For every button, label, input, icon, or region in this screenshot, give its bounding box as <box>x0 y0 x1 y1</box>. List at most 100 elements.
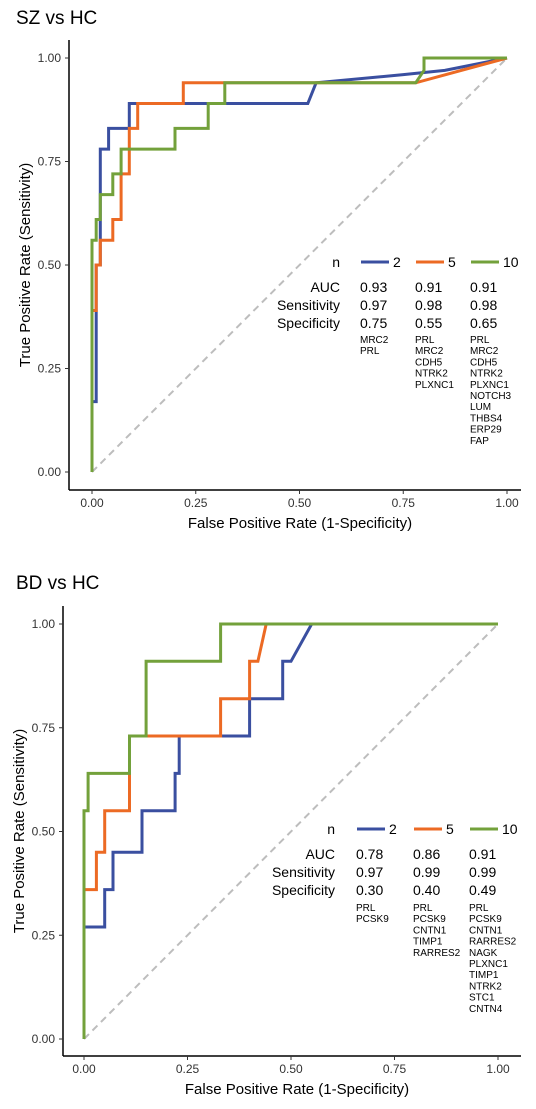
legend-row-label: Sensitivity <box>272 864 335 880</box>
legend-auc-value: 0.93 <box>360 279 387 295</box>
legend-specificity-value: 0.75 <box>360 315 387 331</box>
x-tick-label: 0.75 <box>392 496 416 510</box>
legend: n AUC Sensitivity Specificity 2 0.93 0.97 0.75 M… <box>277 254 519 447</box>
y-tick-label: 1.00 <box>32 617 56 631</box>
legend-gene-label: CDH5 <box>415 357 443 368</box>
legend-gene-label: PRL <box>360 346 380 357</box>
legend-gene-label: MRC2 <box>415 346 444 357</box>
legend-sensitivity-value: 0.99 <box>469 864 496 880</box>
legend-row-label: Sensitivity <box>277 297 340 313</box>
legend-row-label: Specificity <box>272 882 335 898</box>
roc-curve-n10 <box>82 622 498 1039</box>
roc-curve-n5 <box>92 56 508 312</box>
legend-gene-label: PRL <box>415 335 435 346</box>
legend-sensitivity-value: 0.97 <box>356 864 383 880</box>
y-axis-label: True Positive Rate (Sensitivity) <box>11 729 28 934</box>
roc-chart-1: BD vs HC 0.00 0.25 0.50 0.75 1.00 0.00 0.25 0.50… <box>11 573 521 1098</box>
legend-gene-label: MRC2 <box>360 335 389 346</box>
legend-gene-label: RARRES2 <box>413 948 461 959</box>
legend-auc-value: 0.91 <box>415 279 442 295</box>
legend-specificity-value: 0.30 <box>356 882 383 898</box>
y-tick-label: 0.00 <box>38 465 62 479</box>
legend-auc-value: 0.78 <box>356 846 383 862</box>
legend-gene-label: PLXNC1 <box>470 380 509 391</box>
chart-title: BD vs HC <box>16 573 99 594</box>
y-tick-label: 0.75 <box>38 155 62 169</box>
x-tick-label: 0.00 <box>72 1062 96 1076</box>
x-tick-label: 0.25 <box>184 496 208 510</box>
legend-gene-label: PRL <box>470 335 490 346</box>
legend-gene-label: PLXNC1 <box>415 380 454 391</box>
roc-curve-n10 <box>90 56 507 472</box>
legend-specificity-value: 0.65 <box>470 315 497 331</box>
legend-gene-label: ERP29 <box>470 425 502 436</box>
legend-gene-label: PRL <box>413 903 433 914</box>
x-tick-label: 0.75 <box>383 1062 407 1076</box>
legend-gene-label: PCSK9 <box>469 914 502 925</box>
chart-title: SZ vs HC <box>16 8 97 29</box>
x-axis-label: False Positive Rate (1-Specificity) <box>185 1081 409 1098</box>
legend-gene-label: THBS4 <box>470 413 503 424</box>
diagonal-reference-line <box>83 623 499 1040</box>
legend-sensitivity-value: 0.98 <box>415 297 442 313</box>
legend-gene-label: PCSK9 <box>413 914 446 925</box>
legend-gene-label: NTRK2 <box>415 369 448 380</box>
roc-chart-0: SZ vs HC 0.00 0.25 0.50 0.75 1.00 0.00 0.25 0.50… <box>16 8 521 532</box>
legend-sensitivity-value: 0.99 <box>413 864 440 880</box>
y-tick-label: 1.00 <box>38 51 62 65</box>
legend-specificity-value: 0.49 <box>469 882 496 898</box>
legend-row-label: AUC <box>310 279 340 295</box>
legend-row-label: AUC <box>305 846 335 862</box>
legend-gene-label: NTRK2 <box>469 981 502 992</box>
legend-gene-label: CNTN1 <box>413 925 447 936</box>
legend-series-name: 2 <box>393 254 401 270</box>
legend-auc-value: 0.91 <box>469 846 496 862</box>
legend-series-name: 5 <box>446 821 454 837</box>
legend-specificity-value: 0.40 <box>413 882 440 898</box>
legend-series-name: 10 <box>503 254 519 270</box>
legend-gene-label: PCSK9 <box>356 914 389 925</box>
x-axis-label: False Positive Rate (1-Specificity) <box>188 515 412 532</box>
y-tick-label: 0.25 <box>32 928 56 942</box>
y-axis-label: True Positive Rate (Sensitivity) <box>17 163 34 368</box>
legend-sensitivity-value: 0.98 <box>470 297 497 313</box>
legend-header: n <box>332 254 340 270</box>
legend-auc-value: 0.86 <box>413 846 440 862</box>
diagonal-reference-line <box>91 57 508 473</box>
legend-gene-label: NTRK2 <box>470 369 503 380</box>
legend: n AUC Sensitivity Specificity 2 0.78 0.97 0.30 P… <box>272 821 518 1015</box>
roc-curve-n2 <box>84 622 498 929</box>
legend-gene-label: CDH5 <box>470 357 498 368</box>
legend-sensitivity-value: 0.97 <box>360 297 387 313</box>
legend-header: n <box>327 821 335 837</box>
y-tick-label: 0.50 <box>32 825 56 839</box>
legend-gene-label: TIMP1 <box>469 970 499 981</box>
legend-gene-label: NAGK <box>469 948 498 959</box>
x-tick-label: 0.50 <box>288 496 312 510</box>
legend-gene-label: PRL <box>356 903 376 914</box>
legend-gene-label: CNTN1 <box>469 925 503 936</box>
legend-series-name: 5 <box>448 254 456 270</box>
x-tick-label: 0.50 <box>279 1062 303 1076</box>
y-tick-label: 0.25 <box>38 362 62 376</box>
y-tick-label: 0.50 <box>38 258 62 272</box>
legend-series-name: 10 <box>502 821 518 837</box>
roc-curve-n2 <box>92 56 508 404</box>
legend-gene-label: MRC2 <box>470 346 499 357</box>
legend-gene-label: NOTCH3 <box>470 391 512 402</box>
legend-series-name: 2 <box>389 821 397 837</box>
legend-gene-label: PRL <box>469 903 489 914</box>
y-tick-label: 0.00 <box>32 1032 56 1046</box>
legend-gene-label: FAP <box>470 436 489 447</box>
x-tick-label: 0.00 <box>80 496 104 510</box>
legend-auc-value: 0.91 <box>470 279 497 295</box>
legend-gene-label: TIMP1 <box>413 937 443 948</box>
legend-row-label: Specificity <box>277 315 340 331</box>
legend-gene-label: LUM <box>470 402 491 413</box>
legend-gene-label: STC1 <box>469 993 495 1004</box>
legend-gene-label: RARRES2 <box>469 937 517 948</box>
y-tick-label: 0.75 <box>32 721 56 735</box>
legend-gene-label: CNTN4 <box>469 1004 503 1015</box>
x-tick-label: 1.00 <box>495 496 519 510</box>
